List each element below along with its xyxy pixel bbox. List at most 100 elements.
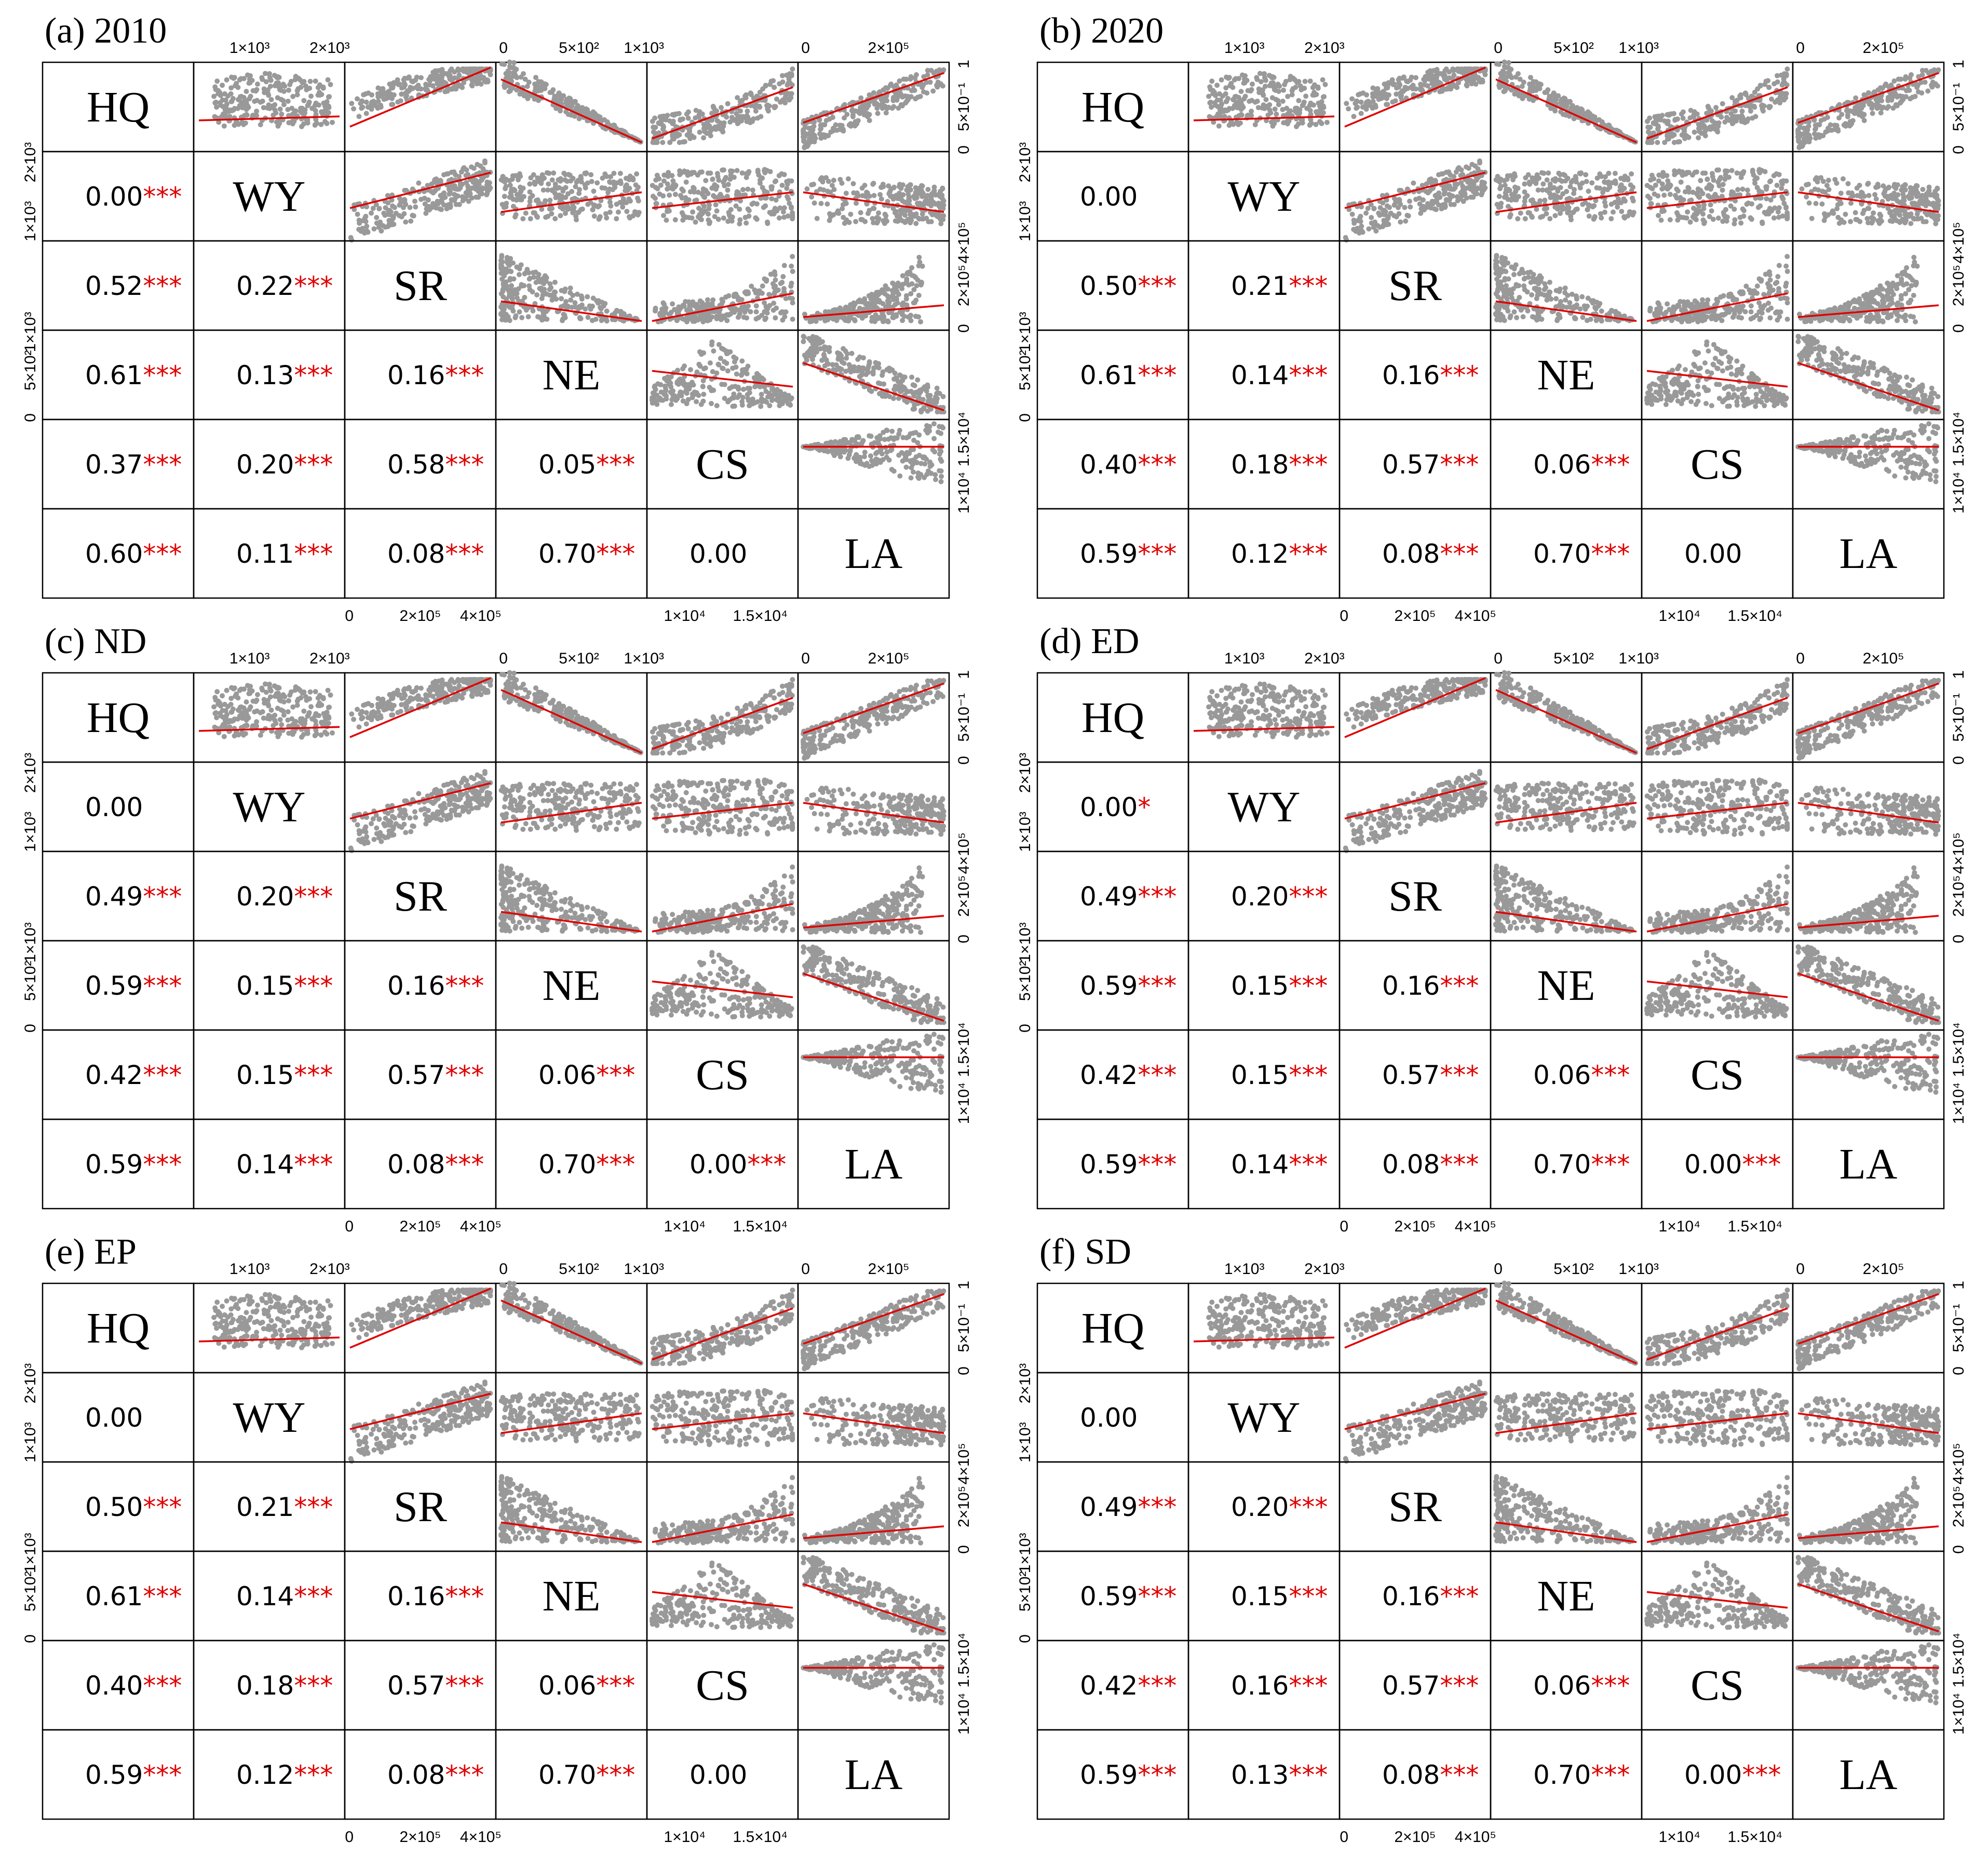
scatter-point (428, 74, 433, 79)
scatter-point (576, 304, 581, 309)
scatter-point (770, 78, 776, 84)
scatter-point (430, 83, 436, 88)
scatter-point (319, 122, 324, 127)
scatter-point (684, 390, 689, 396)
scatter-point (711, 348, 716, 354)
scatter-point (558, 107, 563, 112)
scatter-point (558, 213, 563, 218)
scatter-point (532, 210, 537, 215)
scatter-point (934, 391, 939, 396)
scatter-point (536, 200, 541, 205)
scatter-point (364, 111, 369, 116)
scatter-point (754, 216, 760, 222)
scatter-point (907, 451, 912, 456)
scatter-point (282, 84, 287, 89)
scatter-point (783, 296, 789, 301)
scatter-point (900, 103, 905, 109)
scatter-point (938, 221, 943, 226)
scatter-point (1316, 85, 1321, 90)
scatter-point (937, 424, 942, 429)
scatter-point (725, 368, 731, 373)
scatter-point (660, 193, 666, 198)
coefficient-value: 0.13 (236, 360, 294, 390)
scatter-point (1307, 122, 1313, 127)
scatter-point (292, 110, 297, 115)
scatter-point (429, 182, 434, 187)
scatter-point (739, 305, 745, 310)
scatter-point (1239, 113, 1245, 118)
scatter-point (1308, 101, 1314, 106)
cell-WY-HQ: 0.00*** (43, 152, 194, 241)
scatter-point (1303, 93, 1308, 99)
coefficient-value: 0.11 (236, 539, 294, 569)
scatter-point (701, 392, 706, 397)
scatter-point (561, 171, 566, 176)
scatter-point (745, 186, 750, 192)
scatter-point (781, 286, 787, 291)
scatter-point (822, 345, 827, 350)
variable-label: LA (845, 530, 903, 578)
scatter-point (1308, 78, 1313, 84)
scatter-point (499, 253, 504, 258)
scatter-point (330, 120, 335, 125)
scatter-point (746, 291, 751, 296)
scatter-point (860, 217, 865, 222)
scatter-point (569, 189, 574, 194)
scatter-point (513, 313, 519, 318)
cell-LA-HQ: 0.60*** (43, 509, 194, 598)
scatter-point (566, 112, 571, 117)
scatter-point (779, 280, 785, 285)
scatter-point (447, 74, 452, 79)
scatter-point (762, 398, 767, 403)
scatter-point (214, 78, 220, 84)
scatter-point (286, 120, 291, 125)
scatter-point (909, 465, 914, 470)
scatter-point (374, 221, 380, 226)
scatter-point (506, 288, 511, 293)
scatter-point (871, 206, 876, 211)
scatter-point (664, 218, 669, 223)
significance-stars: *** (294, 450, 333, 480)
scatter-point (934, 400, 939, 405)
scatter-point (1261, 72, 1266, 77)
scatter-point (248, 94, 253, 99)
scatter-point (938, 456, 943, 462)
scatter-point (564, 99, 569, 104)
scatter-point (1578, 106, 1584, 112)
scatter-point (896, 280, 901, 286)
scatter-point (881, 301, 886, 306)
scatter-point (890, 288, 895, 293)
scatter-point (438, 77, 443, 83)
scatter-point (585, 202, 590, 207)
scatter-point (369, 211, 374, 216)
scatter-point (1281, 120, 1286, 125)
scatter-point (627, 214, 632, 220)
scatter-point (1216, 124, 1222, 129)
scatter-point (856, 193, 861, 198)
coefficient-value: 0.22 (236, 271, 294, 301)
scatter-point (737, 207, 742, 212)
scatter-point (591, 188, 597, 194)
scatter-point (768, 272, 774, 277)
scatter-point (1323, 82, 1328, 87)
scatter-point (911, 88, 916, 93)
scatter-point (682, 304, 687, 309)
scatter-point (544, 317, 549, 322)
regression-line (1496, 79, 1637, 143)
scatter-point (887, 457, 892, 463)
scatter-point (727, 119, 733, 125)
scatter-point (302, 79, 307, 84)
scatter-point (573, 184, 578, 189)
scatter-point (326, 77, 331, 83)
scatter-point (903, 387, 908, 392)
scatter-point (1264, 105, 1269, 110)
cell-SR-NE (496, 241, 647, 330)
axis-tick-label: 1×10⁴ (955, 472, 972, 513)
scatter-point (858, 461, 863, 466)
scatter-point (909, 281, 914, 287)
scatter-point (601, 316, 606, 321)
scatter-point (1364, 100, 1369, 105)
scatter-point (682, 363, 687, 369)
scatter-point (900, 458, 905, 464)
scatter-point (1388, 80, 1393, 86)
